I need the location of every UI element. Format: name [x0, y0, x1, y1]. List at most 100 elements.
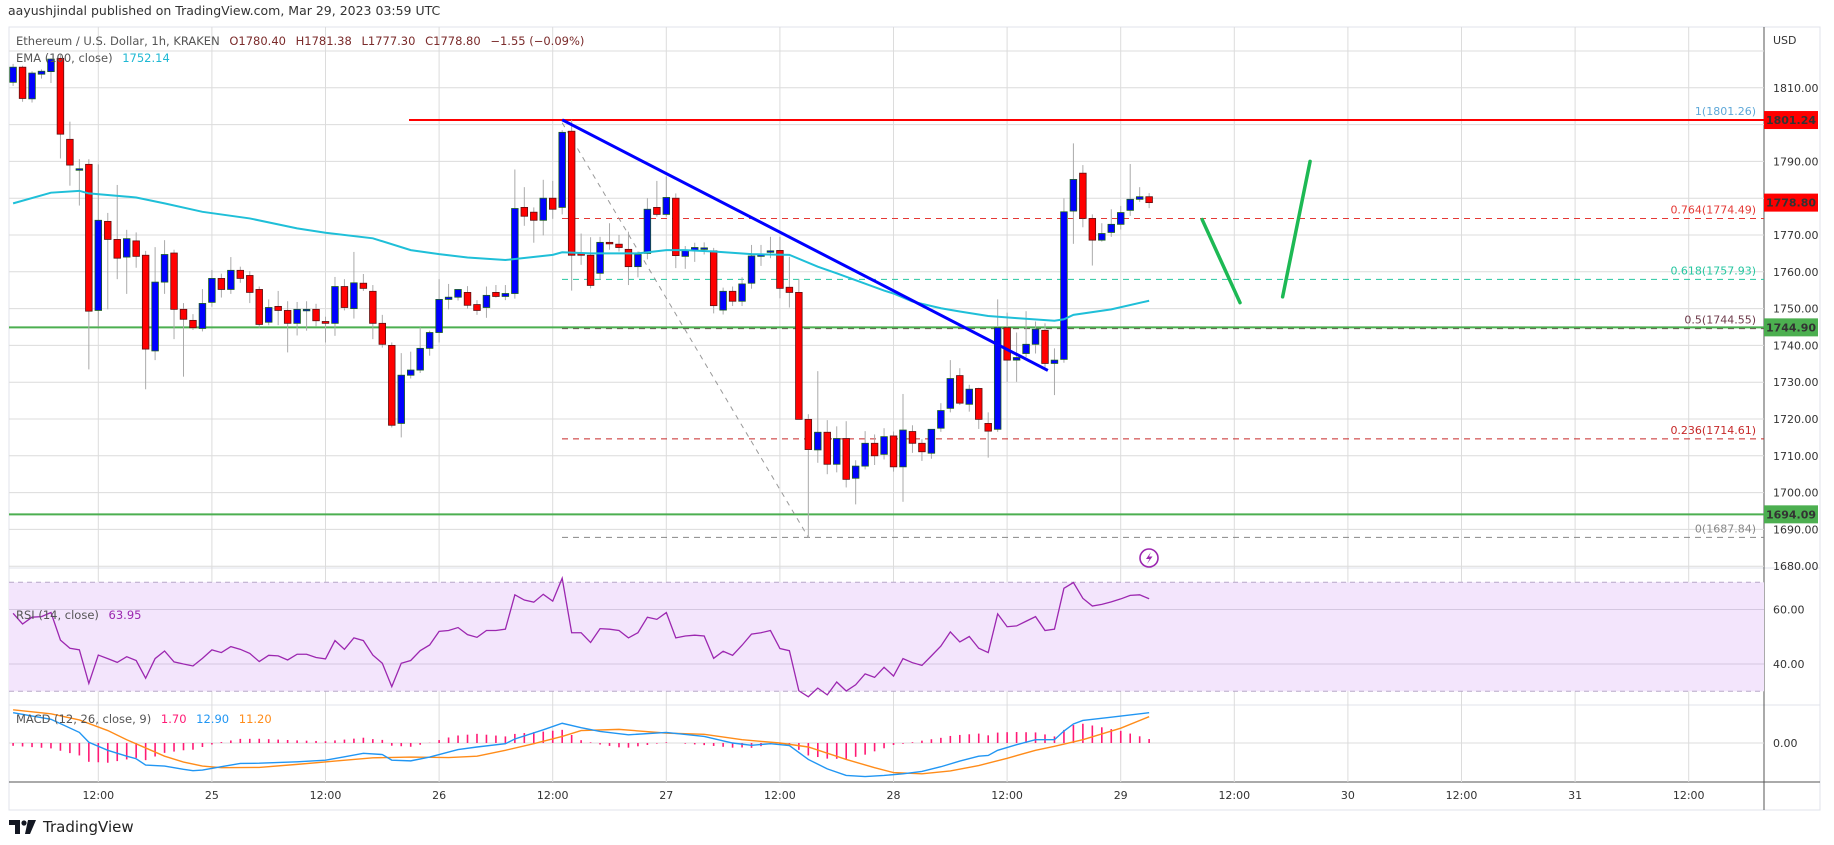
candle[interactable] [208, 269, 216, 307]
candle[interactable] [1069, 143, 1078, 244]
candle[interactable] [321, 316, 330, 343]
candle[interactable] [9, 63, 17, 86]
candle[interactable] [473, 300, 481, 315]
candle[interactable] [132, 232, 140, 268]
candle[interactable] [804, 414, 813, 538]
candle[interactable] [1117, 205, 1125, 230]
candle[interactable] [1003, 312, 1011, 382]
candle[interactable] [549, 180, 557, 219]
candle[interactable] [823, 420, 831, 475]
candle[interactable] [719, 287, 727, 315]
candle[interactable] [227, 257, 235, 294]
candle[interactable] [1060, 198, 1068, 363]
candle[interactable] [265, 299, 273, 326]
candle[interactable] [956, 368, 964, 406]
candle[interactable] [795, 279, 803, 420]
candle[interactable] [359, 274, 368, 291]
candle[interactable] [615, 235, 623, 252]
candle[interactable] [662, 176, 671, 217]
candle[interactable] [624, 231, 633, 286]
candle[interactable] [776, 236, 784, 299]
candle[interactable] [179, 303, 188, 377]
candle[interactable] [643, 198, 652, 260]
candle[interactable] [18, 65, 27, 102]
forecast-line[interactable] [1200, 217, 1242, 305]
candle[interactable] [104, 212, 112, 310]
candle[interactable] [861, 431, 869, 470]
candle[interactable] [530, 207, 538, 243]
candle[interactable] [416, 327, 424, 373]
candle[interactable] [113, 184, 121, 280]
candle[interactable] [435, 279, 443, 343]
candle[interactable] [47, 58, 55, 84]
candle[interactable] [236, 266, 245, 283]
candle[interactable] [492, 285, 500, 298]
candle[interactable] [965, 384, 973, 412]
candle[interactable] [975, 387, 983, 429]
candle[interactable] [520, 187, 529, 226]
candle[interactable] [1135, 187, 1144, 202]
candle[interactable] [189, 314, 197, 330]
macd-label[interactable]: MACD (12, 26, close, 9) [16, 712, 152, 726]
candle[interactable] [501, 285, 510, 301]
candle[interactable] [170, 249, 178, 340]
candle[interactable] [937, 403, 945, 432]
candle[interactable] [899, 393, 907, 502]
candle[interactable] [463, 286, 472, 309]
rsi-line[interactable] [12, 575, 1150, 698]
candle[interactable] [908, 425, 917, 453]
candle[interactable] [927, 428, 936, 459]
rsi-label[interactable]: RSI (14, close) [16, 608, 99, 622]
candle[interactable] [596, 236, 604, 280]
candle[interactable] [407, 351, 415, 379]
candle[interactable] [160, 240, 169, 294]
candle[interactable] [378, 314, 387, 348]
candle[interactable] [700, 242, 708, 255]
candle[interactable] [217, 273, 226, 298]
candle[interactable] [814, 371, 822, 463]
candle[interactable] [283, 301, 292, 353]
candle[interactable] [511, 169, 519, 299]
candle[interactable] [1050, 348, 1059, 396]
candle[interactable] [728, 286, 737, 307]
candle[interactable] [785, 256, 794, 308]
candle[interactable] [151, 247, 159, 361]
candle[interactable] [1098, 223, 1106, 242]
candle[interactable] [482, 286, 491, 318]
candle[interactable] [842, 421, 850, 488]
candle[interactable] [123, 229, 131, 294]
candle[interactable] [66, 121, 74, 186]
candle[interactable] [1012, 332, 1021, 382]
tradingview-logo[interactable]: TradingView [9, 818, 134, 836]
candle[interactable] [539, 179, 547, 236]
macd-line[interactable] [12, 711, 1150, 778]
candle[interactable] [634, 251, 642, 278]
ema-line[interactable] [12, 189, 1150, 322]
candle[interactable] [946, 360, 955, 413]
candle[interactable] [709, 247, 718, 314]
fib-anchor-line[interactable] [561, 122, 809, 538]
candle[interactable] [255, 286, 263, 328]
ema-label[interactable]: EMA (100, close) [16, 51, 113, 65]
candle[interactable] [1145, 193, 1153, 209]
candle[interactable] [302, 301, 311, 331]
candle[interactable] [388, 342, 396, 428]
candle[interactable] [141, 250, 150, 390]
candle[interactable] [350, 251, 358, 319]
candle[interactable] [340, 279, 349, 311]
candle[interactable] [747, 244, 756, 289]
candle[interactable] [984, 412, 992, 458]
candle[interactable] [1041, 323, 1049, 369]
candle[interactable] [37, 69, 46, 79]
candle[interactable] [425, 330, 434, 356]
candle[interactable] [454, 289, 462, 301]
candle[interactable] [567, 119, 576, 291]
candle[interactable] [851, 460, 860, 505]
candle[interactable] [1088, 214, 1097, 266]
candle[interactable] [1079, 165, 1087, 228]
candle[interactable] [94, 164, 103, 327]
candle[interactable] [28, 71, 36, 103]
alert-icon[interactable] [1139, 548, 1159, 568]
candle[interactable] [198, 289, 207, 332]
